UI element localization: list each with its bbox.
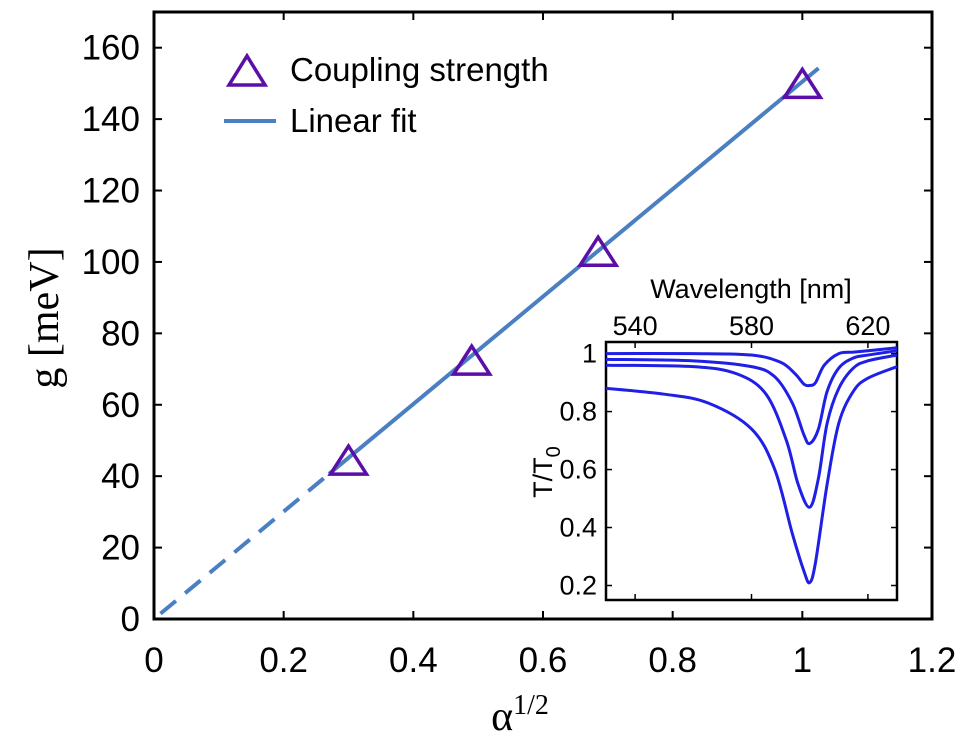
inset-x-tick-label: 540	[613, 311, 658, 341]
coupling-strength-point	[327, 442, 370, 476]
x-axis-title: α1/2	[491, 690, 549, 740]
inset-y-axis-title-subscript: 0	[543, 446, 565, 457]
inset-tick-labels: 540 580 620 1 0.8 0.6 0.4 0.2	[559, 311, 890, 601]
inset-ticks	[606, 342, 897, 600]
inset-plot-frame	[604, 340, 899, 602]
inset-y-tick-label: 0.2	[559, 571, 597, 601]
y-tick-label: 100	[82, 243, 140, 282]
x-axis-title-superscript: 1/2	[513, 690, 549, 721]
y-tick-label: 40	[101, 457, 140, 496]
main-ticks	[153, 12, 933, 620]
inset-plot: 540 580 620 1 0.8 0.6 0.4 0.2 Wavelength [nm] T…	[528, 274, 899, 602]
y-tick-label: 80	[101, 314, 140, 353]
inset-y-tick-label: 0.4	[559, 513, 597, 543]
inset-y-axis-title: T/T0	[528, 446, 565, 498]
transmission-curve-1	[606, 346, 897, 388]
y-tick-label: 0	[121, 600, 140, 639]
linear-fit-line	[327, 66, 820, 476]
x-tick-label: 0.8	[648, 641, 697, 680]
legend-marker-coupling-strength	[225, 52, 269, 87]
inset-y-tick-label: 0.8	[559, 397, 597, 427]
coupling-strength-point	[576, 233, 620, 267]
legend: Coupling strength Linear fit	[224, 51, 549, 139]
coupling-strength-point	[781, 66, 824, 100]
main-tick-labels: 0 0.2 0.4 0.6 0.8 1 1.2 0 20 40 60 80 100 120 140 160	[82, 29, 957, 680]
transmission-curve-4	[606, 365, 897, 585]
transmission-curve-2	[606, 349, 897, 446]
inset-y-tick-label: 1	[582, 339, 597, 369]
y-tick-label: 160	[82, 29, 140, 68]
y-tick-label: 140	[82, 100, 140, 139]
x-axis-title-base: α	[491, 694, 513, 740]
legend-label-linear-fit: Linear fit	[290, 102, 417, 139]
inset-y-axis-title-base: T/T	[528, 457, 558, 498]
x-tick-label: 0	[144, 641, 163, 680]
legend-label-coupling-strength: Coupling strength	[290, 51, 549, 88]
transmission-curve-3	[606, 353, 897, 509]
y-tick-label: 60	[101, 386, 140, 425]
x-tick-label: 1.2	[908, 641, 957, 680]
x-tick-label: 0.4	[389, 641, 438, 680]
x-tick-label: 1	[793, 641, 812, 680]
inset-x-axis-title: Wavelength [nm]	[650, 274, 852, 304]
y-tick-label: 20	[101, 529, 140, 568]
inset-y-tick-label: 0.6	[559, 455, 597, 485]
inset-x-tick-label: 620	[845, 311, 890, 341]
main-series	[159, 66, 824, 616]
coupling-strength-point	[450, 342, 493, 376]
x-tick-label: 0.2	[259, 641, 308, 680]
inset-x-tick-label: 580	[729, 311, 774, 341]
main-plot: 0 0.2 0.4 0.6 0.8 1 1.2 0 20 40 60 80 100 120 140 160 α…	[22, 10, 957, 740]
linear-fit-dashed-extrapolation	[159, 472, 331, 616]
y-axis-title: g [meV]	[22, 247, 68, 388]
y-tick-label: 120	[82, 172, 140, 211]
x-tick-label: 0.6	[519, 641, 568, 680]
inset-series	[606, 346, 897, 585]
